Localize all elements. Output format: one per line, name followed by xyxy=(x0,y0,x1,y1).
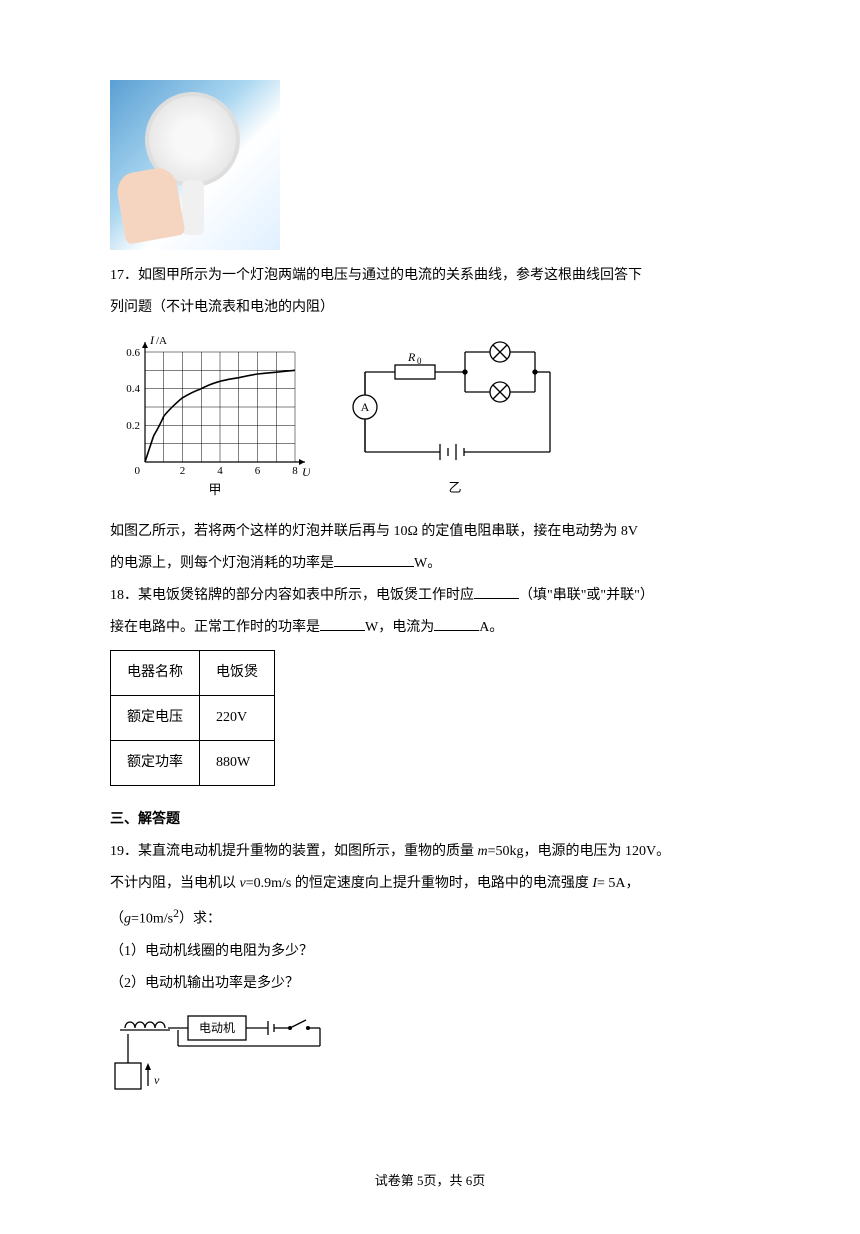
table-cell: 额定电压 xyxy=(111,696,200,741)
q18-l2c: A。 xyxy=(479,620,503,635)
fan-handle xyxy=(182,180,204,235)
table-row: 额定功率 880W xyxy=(111,741,275,786)
svg-text:0.4: 0.4 xyxy=(126,383,140,395)
q19-m-val: =50kg，电源的电压为 120V。 xyxy=(488,844,671,859)
circuit-diagram: A R 0 乙 xyxy=(340,332,570,502)
svg-text:/A: /A xyxy=(156,335,167,347)
svg-text:4: 4 xyxy=(217,465,223,477)
svg-text:R: R xyxy=(407,350,416,364)
q17-text-1: 如图甲所示为一个灯泡两端的电压与通过的电流的关系曲线，参考这根曲线回答下 xyxy=(138,268,642,283)
iv-curve-chart: 0 2 4 6 8 0.2 0.4 0.6 I /A U /V 甲 xyxy=(110,332,310,502)
q18-blank-3 xyxy=(434,617,479,631)
q17-chart: 0 2 4 6 8 0.2 0.4 0.6 I /A U /V 甲 xyxy=(110,332,310,502)
q19-v-val: =0.9m/s 的恒定速度向上提升重物时，电路中的电流强度 xyxy=(246,876,589,891)
q18-l1b: （填"串联"或"并联"） xyxy=(519,588,654,603)
q17-circuit: A R 0 乙 xyxy=(340,332,570,502)
table-cell: 880W xyxy=(200,741,275,786)
table-row: 额定电压 220V xyxy=(111,696,275,741)
svg-text:乙: 乙 xyxy=(448,480,461,495)
page-footer: 试卷第 5页，共 6页 xyxy=(110,1168,750,1194)
fan-photo xyxy=(110,80,280,250)
q19-g-var: g xyxy=(124,912,131,927)
q19-line1: 19．某直流电动机提升重物的装置，如图所示，重物的质量 m=50kg，电源的电压… xyxy=(110,838,750,866)
q19-number: 19． xyxy=(110,844,138,859)
q17-number: 17． xyxy=(110,268,138,283)
table-cell: 220V xyxy=(200,696,275,741)
q18-line2: 接在电路中。正常工作时的功率是 W，电流为 A。 xyxy=(110,614,750,642)
q19-g-val: =10m/s xyxy=(131,912,173,927)
caption-jia: 甲 xyxy=(208,482,221,497)
svg-text:0.6: 0.6 xyxy=(126,347,140,359)
q17-body-2b: W。 xyxy=(414,556,441,571)
svg-text:0: 0 xyxy=(135,465,141,477)
table-cell: 额定功率 xyxy=(111,741,200,786)
table-row: 电器名称 电饭煲 xyxy=(111,651,275,696)
svg-text:0.2: 0.2 xyxy=(126,420,140,432)
table-cell: 电饭煲 xyxy=(200,651,275,696)
svg-text:6: 6 xyxy=(255,465,261,477)
svg-text:A: A xyxy=(361,400,370,414)
q19-line2: 不计内阻，当电机以 v=0.9m/s 的恒定速度向上提升重物时，电路中的电流强度… xyxy=(110,870,750,898)
q19-sub1: （1）电动机线圈的电阻为多少？ xyxy=(110,938,750,966)
q17-body-2a: 的电源上，则每个灯泡消耗的功率是 xyxy=(110,556,334,571)
q18-l1a: 某电饭煲铭牌的部分内容如表中所示，电饭煲工作时应 xyxy=(138,588,474,603)
svg-text:0: 0 xyxy=(417,356,422,366)
q19-sub2: （2）电动机输出功率是多少？ xyxy=(110,970,750,998)
section-3-header: 三、解答题 xyxy=(110,806,750,834)
q18-line1: 18．某电饭煲铭牌的部分内容如表中所示，电饭煲工作时应 （填"串联"或"并联"） xyxy=(110,582,750,610)
q19-m-var: m xyxy=(478,844,488,859)
q19-line3: （g=10m/s2）求： xyxy=(110,902,750,934)
svg-text:电动机: 电动机 xyxy=(199,1021,235,1035)
q17-prompt-2: 列问题（不计电流表和电池的内阻） xyxy=(110,294,750,322)
q18-l2a: 接在电路中。正常工作时的功率是 xyxy=(110,620,320,635)
svg-text:I: I xyxy=(149,333,155,347)
table-cell: 电器名称 xyxy=(111,651,200,696)
q19-diagram: 电动机 v xyxy=(110,1008,750,1108)
q19-g-open: （ xyxy=(110,912,124,927)
q18-table: 电器名称 电饭煲 额定电压 220V 额定功率 880W xyxy=(110,650,275,786)
svg-text:U: U xyxy=(302,465,310,479)
q19-I-val: = 5A， xyxy=(597,876,640,891)
q18-blank-1 xyxy=(474,585,519,599)
q18-l2b: W，电流为 xyxy=(365,620,434,635)
q17-body-2: 的电源上，则每个灯泡消耗的功率是 W。 xyxy=(110,550,750,578)
svg-text:8: 8 xyxy=(292,465,298,477)
q19-l2a: 不计内阻，当电机以 xyxy=(110,876,236,891)
q17-body-1: 如图乙所示，若将两个这样的灯泡并联后再与 10Ω 的定值电阻串联，接在电动势为 … xyxy=(110,518,750,546)
q17-figures: 0 2 4 6 8 0.2 0.4 0.6 I /A U /V 甲 xyxy=(110,332,750,502)
q19-g-post: ）求： xyxy=(179,912,221,927)
q18-blank-2 xyxy=(320,617,365,631)
motor-circuit-diagram: 电动机 v xyxy=(110,1008,330,1108)
q19-l1: 某直流电动机提升重物的装置，如图所示，重物的质量 xyxy=(138,844,474,859)
q17-prompt-1: 17．如图甲所示为一个灯泡两端的电压与通过的电流的关系曲线，参考这根曲线回答下 xyxy=(110,262,750,290)
svg-text:2: 2 xyxy=(180,465,186,477)
q17-blank xyxy=(334,553,414,567)
svg-text:v: v xyxy=(154,1073,160,1087)
q18-number: 18． xyxy=(110,588,138,603)
